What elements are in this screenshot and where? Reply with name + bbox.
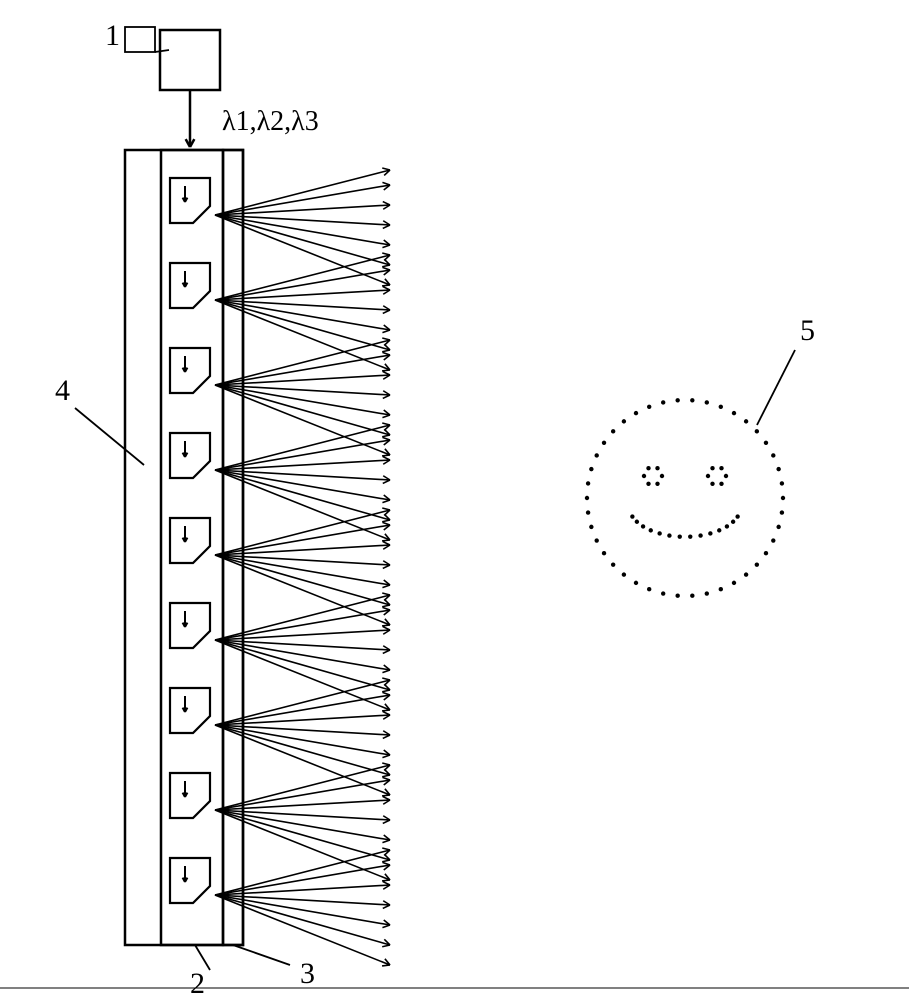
face-dot <box>589 467 593 471</box>
face-dot <box>661 400 665 404</box>
face-dot <box>602 551 606 555</box>
lambda-label: λ1,λ2,λ3 <box>222 106 319 137</box>
emitter <box>170 858 210 903</box>
face-dot <box>688 534 692 538</box>
face-dot <box>698 533 702 537</box>
face-dot <box>649 528 653 532</box>
face-dot <box>655 466 659 470</box>
schematic-diagram: 1 λ1,λ2,λ3 4 2 3 5 <box>0 0 909 1000</box>
face-dot <box>667 533 671 537</box>
face-dot <box>611 429 615 433</box>
face-dot <box>602 441 606 445</box>
emitter <box>170 348 210 393</box>
face-dot <box>776 525 780 529</box>
face-dot <box>771 453 775 457</box>
face-dot <box>719 405 723 409</box>
face-dot <box>724 474 728 478</box>
face-dot <box>732 411 736 415</box>
face-dot <box>744 419 748 423</box>
emitter <box>170 603 210 648</box>
face-dot <box>708 531 712 535</box>
face-dot <box>731 520 735 524</box>
face-dot <box>744 572 748 576</box>
face-dot <box>595 453 599 457</box>
source-box <box>160 30 220 90</box>
face-dot <box>589 525 593 529</box>
face-dot <box>717 528 721 532</box>
face-dot <box>710 466 714 470</box>
face-dot <box>642 474 646 478</box>
face-dot <box>755 429 759 433</box>
face-dot <box>776 467 780 471</box>
face-dot <box>630 514 634 518</box>
face-dot <box>710 482 714 486</box>
face-dot <box>690 398 694 402</box>
label-4-text: 4 <box>55 374 70 407</box>
emitter <box>170 178 210 223</box>
face-dot <box>647 587 651 591</box>
face-dot <box>586 510 590 514</box>
face-dot <box>661 591 665 595</box>
face-dot <box>678 534 682 538</box>
face-dot <box>705 400 709 404</box>
label-3-text: 3 <box>300 957 315 990</box>
face-dot <box>635 520 639 524</box>
face-dot <box>780 510 784 514</box>
face-dot <box>647 405 651 409</box>
face-dot <box>634 411 638 415</box>
emitter <box>170 773 210 818</box>
emitter <box>170 263 210 308</box>
face-dot <box>585 496 589 500</box>
face-dot <box>646 466 650 470</box>
face-dot <box>655 482 659 486</box>
face-dot <box>641 524 645 528</box>
face-dot <box>595 538 599 542</box>
face-dot <box>622 419 626 423</box>
face-dot <box>634 581 638 585</box>
face-dot <box>725 524 729 528</box>
emitter <box>170 518 210 563</box>
face-dot <box>675 398 679 402</box>
face-dot <box>780 481 784 485</box>
face-dot <box>781 496 785 500</box>
label-1-text: 1 <box>105 19 120 52</box>
face-dot <box>690 594 694 598</box>
face-dot <box>622 572 626 576</box>
face-dot <box>657 531 661 535</box>
waveguide-rect <box>125 150 243 945</box>
emitter <box>170 433 210 478</box>
face-dot <box>586 481 590 485</box>
face-dot <box>719 587 723 591</box>
label-5-text: 5 <box>800 314 815 347</box>
face-dot <box>764 441 768 445</box>
face-dot <box>764 551 768 555</box>
face-dot <box>646 482 650 486</box>
label-2-text: 2 <box>190 967 205 1000</box>
face-dot <box>611 562 615 566</box>
diffuser-rect <box>223 150 243 945</box>
face-dot <box>706 474 710 478</box>
label-1-box <box>125 27 155 52</box>
face-dot <box>660 474 664 478</box>
face-dot <box>719 482 723 486</box>
face-dot <box>675 594 679 598</box>
face-dot <box>705 591 709 595</box>
face-dot <box>771 538 775 542</box>
face-dot <box>735 514 739 518</box>
emitter <box>170 688 210 733</box>
face-dot <box>732 581 736 585</box>
face-dot <box>755 562 759 566</box>
face-dot <box>719 466 723 470</box>
